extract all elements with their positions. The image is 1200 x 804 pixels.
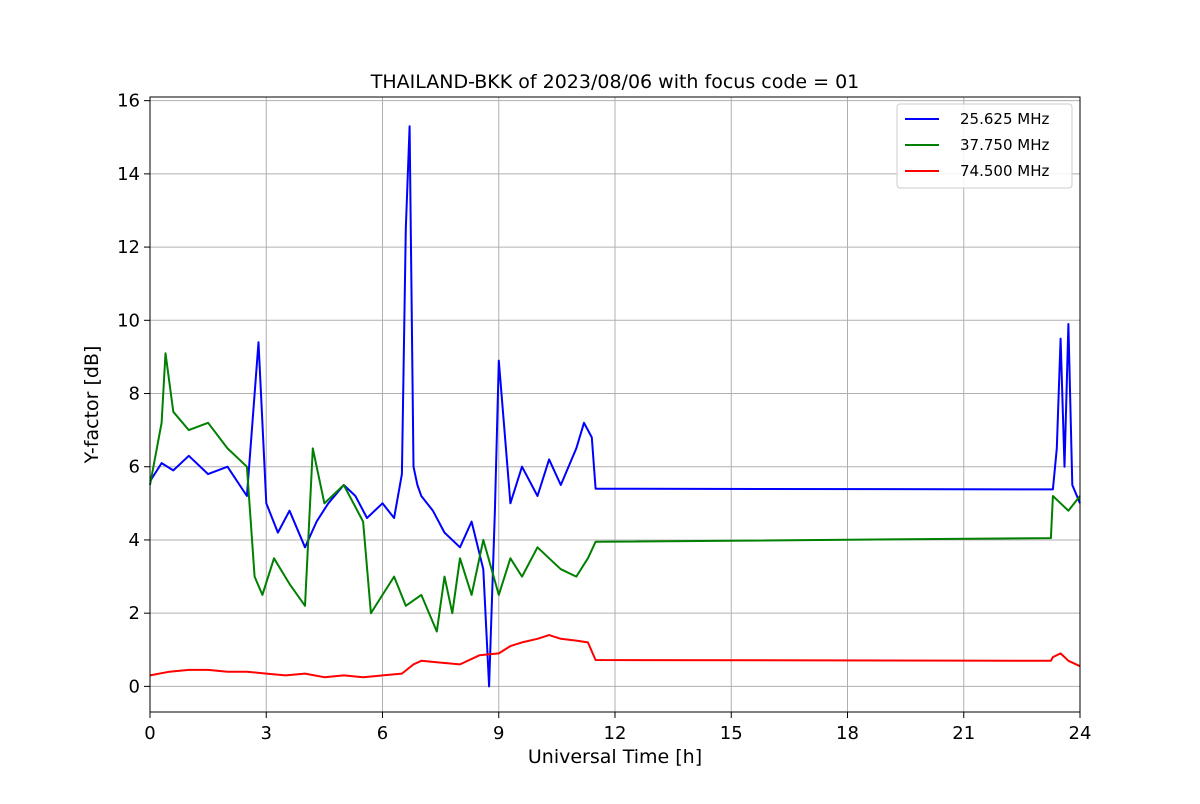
y-tick-label: 14 bbox=[117, 164, 140, 185]
legend-label: 37.750 MHz bbox=[960, 136, 1049, 154]
series-line-2 bbox=[149, 352, 1081, 633]
y-tick-label: 10 bbox=[117, 310, 140, 331]
x-tick-label: 21 bbox=[952, 723, 975, 744]
y-tick-label: 0 bbox=[129, 676, 140, 697]
x-tick-label: 6 bbox=[377, 723, 388, 744]
x-tick-label: 24 bbox=[1069, 723, 1092, 744]
y-tick-label: 6 bbox=[129, 457, 140, 478]
y-tick-label: 12 bbox=[117, 237, 140, 258]
legend-label: 25.625 MHz bbox=[960, 110, 1049, 128]
series-line-1 bbox=[149, 125, 1081, 688]
y-axis-label: Y-factor [dB] bbox=[81, 346, 103, 465]
series-layer bbox=[149, 125, 1081, 688]
x-tick-label: 9 bbox=[493, 723, 504, 744]
legend-box bbox=[896, 103, 1073, 189]
x-tick-label: 3 bbox=[261, 723, 272, 744]
series-line-3 bbox=[149, 634, 1081, 679]
legend-label: 74.500 MHz bbox=[960, 162, 1049, 180]
y-tick-label: 2 bbox=[129, 603, 140, 624]
x-tick-label: 15 bbox=[720, 723, 743, 744]
chart-title: THAILAND-BKK of 2023/08/06 with focus co… bbox=[370, 71, 860, 93]
x-tick-label: 0 bbox=[144, 723, 155, 744]
x-axis-label: Universal Time [h] bbox=[528, 746, 702, 768]
y-tick-label: 16 bbox=[117, 91, 140, 112]
y-tick-label: 8 bbox=[129, 384, 140, 405]
x-tick-label: 18 bbox=[836, 723, 859, 744]
x-tick-label: 12 bbox=[604, 723, 627, 744]
y-tick-label: 4 bbox=[129, 530, 140, 551]
legend: 25.625 MHz 37.750 MHz 74.500 MHz bbox=[896, 103, 1073, 189]
